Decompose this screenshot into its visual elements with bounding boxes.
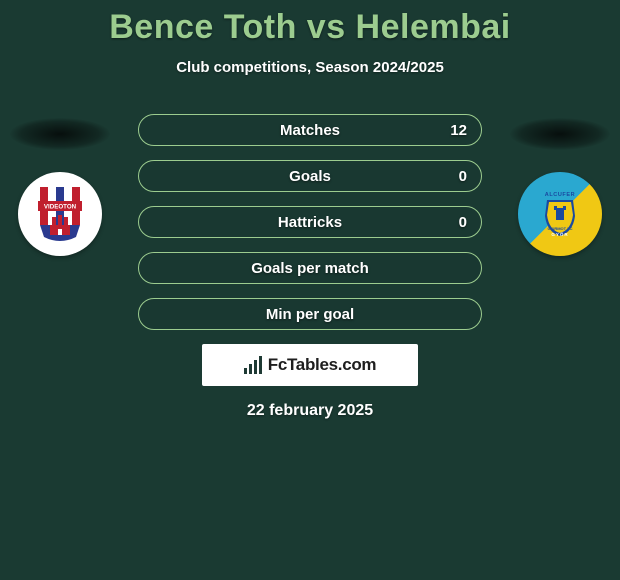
- player-photo-placeholder: [10, 118, 110, 150]
- bars-icon: [244, 356, 262, 374]
- svg-text:VIDEOTON: VIDEOTON: [44, 204, 77, 211]
- subtitle: Club competitions, Season 2024/2025: [0, 59, 620, 76]
- stat-right-value: 0: [427, 168, 467, 185]
- stat-row-goals: Goals 0: [138, 160, 482, 192]
- player-right-column: ALCUFER GYIRMOT FC GYŐR: [510, 118, 610, 256]
- videoton-crest-icon: VIDEOTON: [36, 185, 84, 243]
- comparison-card: Bence Toth vs Helembai Club competitions…: [0, 0, 620, 580]
- stat-label: Min per goal: [193, 306, 427, 323]
- svg-text:ALCUFER: ALCUFER: [545, 192, 575, 198]
- club-badge-right: ALCUFER GYIRMOT FC GYŐR: [518, 172, 602, 256]
- stat-row-matches: Matches 12: [138, 114, 482, 146]
- stat-row-min-per-goal: Min per goal: [138, 298, 482, 330]
- stat-label: Goals: [193, 168, 427, 185]
- svg-text:GYŐR: GYŐR: [551, 231, 568, 237]
- page-title: Bence Toth vs Helembai: [0, 8, 620, 47]
- stat-row-hattricks: Hattricks 0: [138, 206, 482, 238]
- stat-label: Matches: [193, 122, 427, 139]
- stat-right-value: 12: [427, 122, 467, 139]
- player-photo-placeholder: [510, 118, 610, 150]
- brand-logo[interactable]: FcTables.com: [202, 344, 418, 386]
- stat-label: Hattricks: [193, 214, 427, 231]
- stat-label: Goals per match: [193, 260, 427, 277]
- svg-text:GYIRMOT FC: GYIRMOT FC: [547, 226, 572, 231]
- player-left-column: VIDEOTON: [10, 118, 110, 256]
- stats-table: Matches 12 Goals 0 Hattricks 0 Goals per…: [138, 114, 482, 330]
- stat-right-value: 0: [427, 214, 467, 231]
- club-badge-left: VIDEOTON: [18, 172, 102, 256]
- date-label: 22 february 2025: [0, 402, 620, 420]
- brand-text: FcTables.com: [268, 355, 377, 375]
- gyirmot-crest-icon: ALCUFER GYIRMOT FC GYŐR: [537, 190, 583, 238]
- stat-row-goals-per-match: Goals per match: [138, 252, 482, 284]
